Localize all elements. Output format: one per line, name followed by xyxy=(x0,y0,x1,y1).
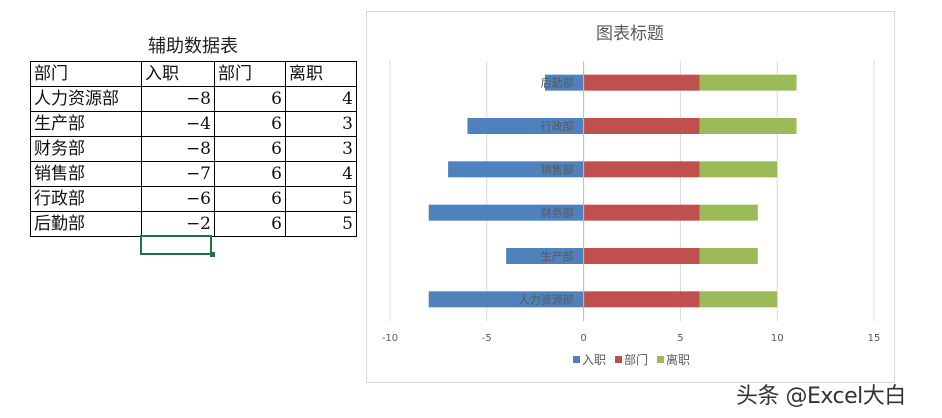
bar-segment xyxy=(699,74,797,91)
leave-cell[interactable]: 3 xyxy=(285,111,357,137)
category-label: 生产部 xyxy=(541,249,574,263)
dept-cell[interactable]: 人力资源部 xyxy=(30,86,142,112)
bar-segment xyxy=(506,248,584,264)
x-tick-label: -10 xyxy=(382,333,398,344)
leave-cell[interactable]: 4 xyxy=(285,161,357,187)
hire-cell[interactable]: −8 xyxy=(141,86,215,112)
x-tick-label: 10 xyxy=(771,333,784,344)
header-cell[interactable]: 离职 xyxy=(285,61,357,87)
hire-cell[interactable]: −6 xyxy=(141,186,215,212)
chart-title: 图表标题 xyxy=(596,24,664,44)
watermark: 头条 @Excel大白 xyxy=(736,384,906,409)
leave-cell[interactable]: 3 xyxy=(285,136,357,162)
category-label: 行政部 xyxy=(541,119,574,133)
category-label: 后勤部 xyxy=(541,76,574,90)
fill-handle[interactable] xyxy=(210,252,215,257)
hire-cell[interactable]: −4 xyxy=(141,111,215,137)
bar-segment xyxy=(583,74,700,91)
x-tick-label: 5 xyxy=(677,333,683,344)
bar-segment xyxy=(699,248,758,264)
table-row: 生产部 −4 6 3 xyxy=(30,111,357,137)
dept-value-cell[interactable]: 6 xyxy=(214,161,286,187)
header-cell[interactable]: 入职 xyxy=(141,61,215,87)
legend-swatch xyxy=(615,356,622,363)
bar-segment xyxy=(583,204,700,221)
category-label: 财务部 xyxy=(541,206,574,220)
table-row: 后勤部 −2 6 5 xyxy=(30,211,357,237)
dept-value-cell[interactable]: 6 xyxy=(214,186,286,212)
leave-cell[interactable]: 5 xyxy=(285,211,357,237)
hire-cell[interactable]: −7 xyxy=(141,161,215,187)
bar-segment xyxy=(699,291,778,308)
leave-cell[interactable]: 5 xyxy=(285,186,357,212)
dept-cell[interactable]: 销售部 xyxy=(30,161,142,187)
selected-cell[interactable] xyxy=(140,235,212,255)
x-tick-label: -5 xyxy=(482,333,492,344)
bar-segment xyxy=(583,118,700,134)
header-cell[interactable]: 部门 xyxy=(30,61,142,87)
hire-cell[interactable]: −2 xyxy=(141,211,215,237)
x-tick-label: 0 xyxy=(580,333,586,344)
legend-label: 离职 xyxy=(666,352,690,367)
table-row: 销售部 −7 6 4 xyxy=(30,161,357,187)
header-cell[interactable]: 部门 xyxy=(214,61,286,87)
bar-segment xyxy=(467,118,584,134)
bar-segment xyxy=(583,291,700,308)
dept-cell[interactable]: 行政部 xyxy=(30,186,142,212)
table-title: 辅助数据表 xyxy=(148,36,238,57)
table-row: 人力资源部 −8 6 4 xyxy=(30,86,357,112)
legend-label: 入职 xyxy=(582,353,606,367)
category-label: 销售部 xyxy=(541,162,574,176)
bar-segment xyxy=(699,161,778,178)
bar-segment xyxy=(544,74,584,91)
dept-cell[interactable]: 后勤部 xyxy=(30,211,142,237)
bar-segment xyxy=(448,161,584,178)
legend-swatch xyxy=(657,356,664,363)
chart-area[interactable] xyxy=(366,11,895,383)
dept-value-cell[interactable]: 6 xyxy=(214,136,286,162)
bar-segment xyxy=(699,204,758,221)
legend-swatch xyxy=(573,356,580,363)
bar-segment xyxy=(428,291,584,308)
dept-cell[interactable]: 生产部 xyxy=(30,111,142,137)
leave-cell[interactable]: 4 xyxy=(285,86,357,112)
table-row: 行政部 −6 6 5 xyxy=(30,186,357,212)
aux-data-table: 部门 入职 部门 离职 人力资源部 −8 6 4 生产部 −4 6 3 财务部 … xyxy=(30,61,357,237)
hire-cell[interactable]: −8 xyxy=(141,136,215,162)
dept-value-cell[interactable]: 6 xyxy=(214,86,286,112)
category-label: 人力资源部 xyxy=(519,292,574,306)
dept-cell[interactable]: 财务部 xyxy=(30,136,142,162)
legend-label: 部门 xyxy=(624,352,648,367)
table-row: 财务部 −8 6 3 xyxy=(30,136,357,162)
bar-segment xyxy=(699,118,797,134)
bar-segment xyxy=(583,161,700,178)
table-header-row: 部门 入职 部门 离职 xyxy=(30,61,357,87)
bar-segment xyxy=(583,248,700,264)
dept-value-cell[interactable]: 6 xyxy=(214,211,286,237)
bar-segment xyxy=(428,204,584,221)
x-tick-label: 15 xyxy=(868,333,881,344)
dept-value-cell[interactable]: 6 xyxy=(214,111,286,137)
